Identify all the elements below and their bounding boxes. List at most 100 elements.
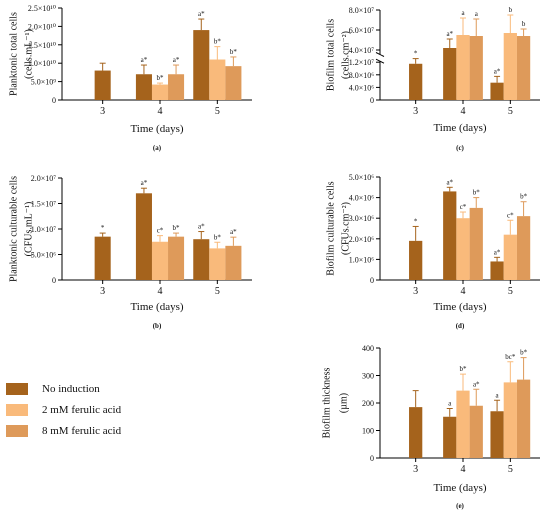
bar — [209, 248, 226, 280]
significance-label: a* — [198, 10, 205, 18]
bar — [516, 36, 531, 100]
significance-label: a* — [141, 179, 148, 187]
bar — [94, 236, 111, 280]
chart-panel-b: 0 5.0×10⁶ 1.0×10⁷ 1.5×10⁷ 2.0×10⁷ 3 * 4 a* c* b* 5 a… — [8, 174, 252, 330]
axis-break-mark — [375, 52, 385, 57]
y-tick-label: 8.0×10⁶ — [349, 71, 375, 80]
chart-panel-a: 0 5.0×10⁹ 1.0×10¹⁰ 1.5×10¹⁰ 2.0×10¹⁰ 2.5×10¹⁰… — [8, 4, 252, 152]
y-tick-label: 0 — [52, 96, 56, 105]
significance-label: * — [101, 224, 105, 232]
bar — [469, 207, 483, 280]
legend-item-8mm-ferulic: 8 mM ferulic acid — [6, 424, 256, 438]
legend-label: 8 mM ferulic acid — [42, 425, 122, 437]
bar — [443, 48, 457, 100]
panel-label: (d) — [456, 322, 465, 330]
y-tick-label: 1.0×10¹⁰ — [28, 59, 56, 68]
significance-label: b* — [230, 48, 238, 56]
x-tick-label: 5 — [508, 464, 513, 475]
bar — [516, 216, 531, 280]
bar — [94, 70, 111, 100]
bar — [503, 33, 517, 100]
y-tick-label: 1.0×10⁶ — [349, 255, 375, 264]
bar — [490, 261, 504, 280]
significance-label: c* — [507, 211, 514, 219]
legend-item-2mm-ferulic: 2 mM ferulic acid — [6, 403, 256, 417]
y-tick-label: 1.5×10¹⁰ — [28, 41, 56, 50]
y-tick-label: 3.0×10⁶ — [349, 214, 375, 223]
significance-label: b — [522, 20, 526, 28]
y-tick-label: 2.0×10¹⁰ — [28, 22, 56, 31]
bar — [503, 234, 517, 280]
significance-label: a* — [230, 228, 237, 236]
bar — [456, 218, 470, 280]
bar — [456, 390, 470, 458]
significance-label: a* — [473, 380, 480, 388]
x-tick-label: 4 — [158, 286, 163, 297]
significance-label: b* — [173, 224, 181, 232]
significance-label: b — [509, 6, 513, 14]
y-tick-label: 0 — [370, 96, 374, 105]
significance-label: b* — [214, 38, 222, 46]
y-axis-unit: (cells.mL⁻¹) — [23, 29, 34, 79]
y-tick-label: 4.0×10⁶ — [349, 194, 375, 203]
significance-label: a* — [446, 178, 453, 186]
bar — [409, 407, 423, 458]
bar — [456, 35, 470, 100]
y-tick-label: 5.0×10⁶ — [349, 173, 375, 182]
significance-label: a* — [173, 56, 180, 64]
x-tick-label: 3 — [413, 286, 418, 297]
bar — [225, 66, 242, 100]
y-tick-label: 4.0×10⁶ — [349, 83, 375, 92]
y-tick-label: 6.0×10⁷ — [349, 26, 375, 35]
y-tick-label: 1.0×10⁷ — [31, 225, 57, 234]
panel-label: (c) — [456, 144, 464, 152]
y-tick-label: 0 — [52, 276, 56, 285]
y-tick-label: 4.0×10⁷ — [349, 46, 375, 55]
y-tick-label: 300 — [362, 372, 374, 381]
bar — [193, 239, 210, 280]
significance-label: a* — [494, 248, 501, 256]
significance-label: b* — [460, 365, 468, 373]
x-axis-title: Time (days) — [433, 482, 486, 494]
significance-label: b* — [157, 74, 165, 82]
y-tick-label: 1.2×10⁷ — [349, 58, 375, 67]
y-tick-label: 400 — [362, 344, 374, 353]
legend-swatch — [6, 425, 28, 437]
x-tick-label: 4 — [158, 106, 163, 117]
x-tick-label: 5 — [215, 286, 220, 297]
significance-label: a* — [494, 67, 501, 75]
y-tick-label: 2.0×10⁶ — [349, 235, 375, 244]
significance-label: c* — [157, 227, 164, 235]
bar — [193, 30, 210, 100]
x-tick-label: 4 — [461, 286, 466, 297]
bar — [490, 82, 504, 100]
significance-label: b* — [520, 349, 528, 357]
panel-label: (b) — [153, 322, 162, 330]
y-tick-label: 2.5×10¹⁰ — [28, 4, 56, 13]
significance-label: * — [414, 217, 418, 225]
bar — [409, 63, 423, 100]
y-axis-title: Planktonic culturable cells — [8, 176, 19, 282]
panel-label: (e) — [456, 502, 464, 510]
x-tick-label: 5 — [508, 286, 513, 297]
legend: No induction 2 mM ferulic acid 8 mM feru… — [6, 382, 256, 445]
x-axis-title: Time (days) — [130, 123, 183, 135]
legend-label: 2 mM ferulic acid — [42, 404, 122, 416]
y-axis-unit: (CFUs.cm⁻²) — [340, 202, 351, 255]
significance-label: b* — [473, 189, 481, 197]
y-axis-title: Biofilm total cells — [325, 19, 336, 91]
legend-swatch — [6, 383, 28, 395]
bar — [135, 193, 152, 280]
significance-label: a* — [446, 30, 453, 38]
x-tick-label: 4 — [461, 106, 466, 117]
significance-label: b* — [520, 193, 528, 201]
significance-label: a — [475, 10, 479, 18]
legend-label: No induction — [42, 383, 100, 395]
x-tick-label: 5 — [215, 106, 220, 117]
bar — [503, 382, 517, 458]
legend-item-no-induction: No induction — [6, 382, 256, 396]
bar — [151, 241, 169, 280]
significance-label: b* — [214, 233, 222, 241]
y-tick-label: 0 — [370, 276, 374, 285]
